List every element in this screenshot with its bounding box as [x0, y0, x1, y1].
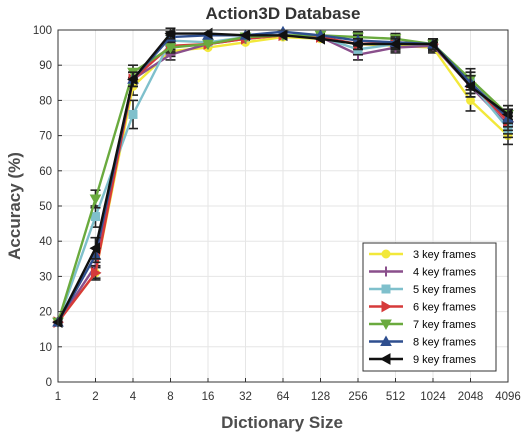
- y-axis-label: Accuracy (%): [5, 152, 24, 260]
- marker-triangle-right: [91, 267, 102, 279]
- marker-triangle-left: [89, 242, 100, 255]
- marker-triangle-left: [164, 27, 175, 40]
- y-tick-label: 80: [39, 95, 52, 107]
- x-tick-label: 1024: [420, 391, 446, 403]
- legend-label: 4 key frames: [413, 267, 476, 279]
- x-tick-label: 2: [92, 391, 98, 403]
- y-tick-label: 30: [39, 271, 52, 283]
- x-tick-label: 128: [311, 391, 330, 403]
- x-tick-label: 32: [239, 391, 252, 403]
- marker-triangle-right: [381, 300, 393, 313]
- y-tick-label: 50: [39, 201, 52, 213]
- y-tick-label: 40: [39, 236, 52, 248]
- legend-entry: 5 key frames: [369, 284, 476, 296]
- marker-triangle-left: [201, 27, 213, 40]
- legend-label: 5 key frames: [413, 284, 476, 296]
- legend-entry: 4 key frames: [369, 266, 476, 279]
- legend-entry: 7 key frames: [369, 319, 476, 331]
- marker-triangle-down: [164, 43, 177, 54]
- legend-label: 7 key frames: [413, 319, 476, 331]
- legend-entry: 9 key frames: [369, 353, 476, 366]
- y-tick-label: 60: [39, 166, 52, 178]
- legend-label: 8 key frames: [413, 337, 476, 349]
- marker-triangle-down: [202, 39, 214, 51]
- x-tick-label: 8: [167, 391, 173, 403]
- chart-title: Action3D Database: [206, 4, 361, 23]
- x-tick-label: 256: [348, 391, 367, 403]
- marker-triangle-down: [380, 319, 392, 331]
- legend-box: [362, 242, 497, 372]
- marker-triangle-left: [126, 73, 138, 86]
- marker-square: [91, 212, 100, 222]
- x-tick-label: 16: [202, 391, 215, 403]
- series-layer: [51, 25, 515, 329]
- y-tick-label: 0: [46, 377, 52, 389]
- x-tick-label: 1: [55, 391, 61, 403]
- legend-label: 3 key frames: [413, 249, 476, 261]
- y-tick-label: 20: [39, 307, 52, 319]
- marker-square: [381, 284, 391, 294]
- y-tick-label: 90: [39, 60, 52, 72]
- y-tick-label: 100: [33, 25, 52, 37]
- x-axis-label: Dictionary Size: [221, 413, 343, 432]
- x-tick-label: 4: [130, 391, 137, 403]
- marker-triangle-left: [464, 80, 475, 93]
- y-tick-label: 10: [39, 342, 52, 354]
- y-tick-label: 70: [39, 131, 52, 143]
- x-tick-label: 512: [386, 391, 405, 403]
- marker-plus: [381, 266, 391, 277]
- marker-triangle-up: [380, 335, 392, 346]
- marker-triangle-left: [426, 38, 438, 50]
- marker-triangle-left: [314, 32, 325, 45]
- legend-entry: 6 key frames: [369, 300, 476, 314]
- marker-triangle-left: [239, 29, 250, 42]
- legend: 3 key frames 4 key frames 5 key frames 6 ke…: [362, 242, 497, 372]
- legend-entry: 3 key frames: [369, 249, 476, 261]
- legend-entry: 8 key frames: [369, 335, 476, 349]
- legend-label: 6 key frames: [413, 302, 476, 314]
- marker-square: [128, 109, 138, 119]
- marker-triangle-down: [89, 194, 102, 205]
- x-tick-label: 2048: [458, 391, 484, 403]
- marker-triangle-left: [389, 38, 400, 50]
- tick-labels: 1 2 4 8 16 32 64 128 256 512 1024 2048 4096 0 10 20 30 40…: [33, 25, 521, 403]
- x-tick-label: 64: [277, 391, 290, 403]
- marker-circle: [381, 249, 391, 259]
- marker-triangle-left: [276, 29, 288, 42]
- legend-label: 9 key frames: [413, 354, 476, 366]
- marker-triangle-left: [351, 38, 363, 50]
- marker-triangle-left: [379, 353, 391, 365]
- x-tick-label: 4096: [495, 391, 521, 403]
